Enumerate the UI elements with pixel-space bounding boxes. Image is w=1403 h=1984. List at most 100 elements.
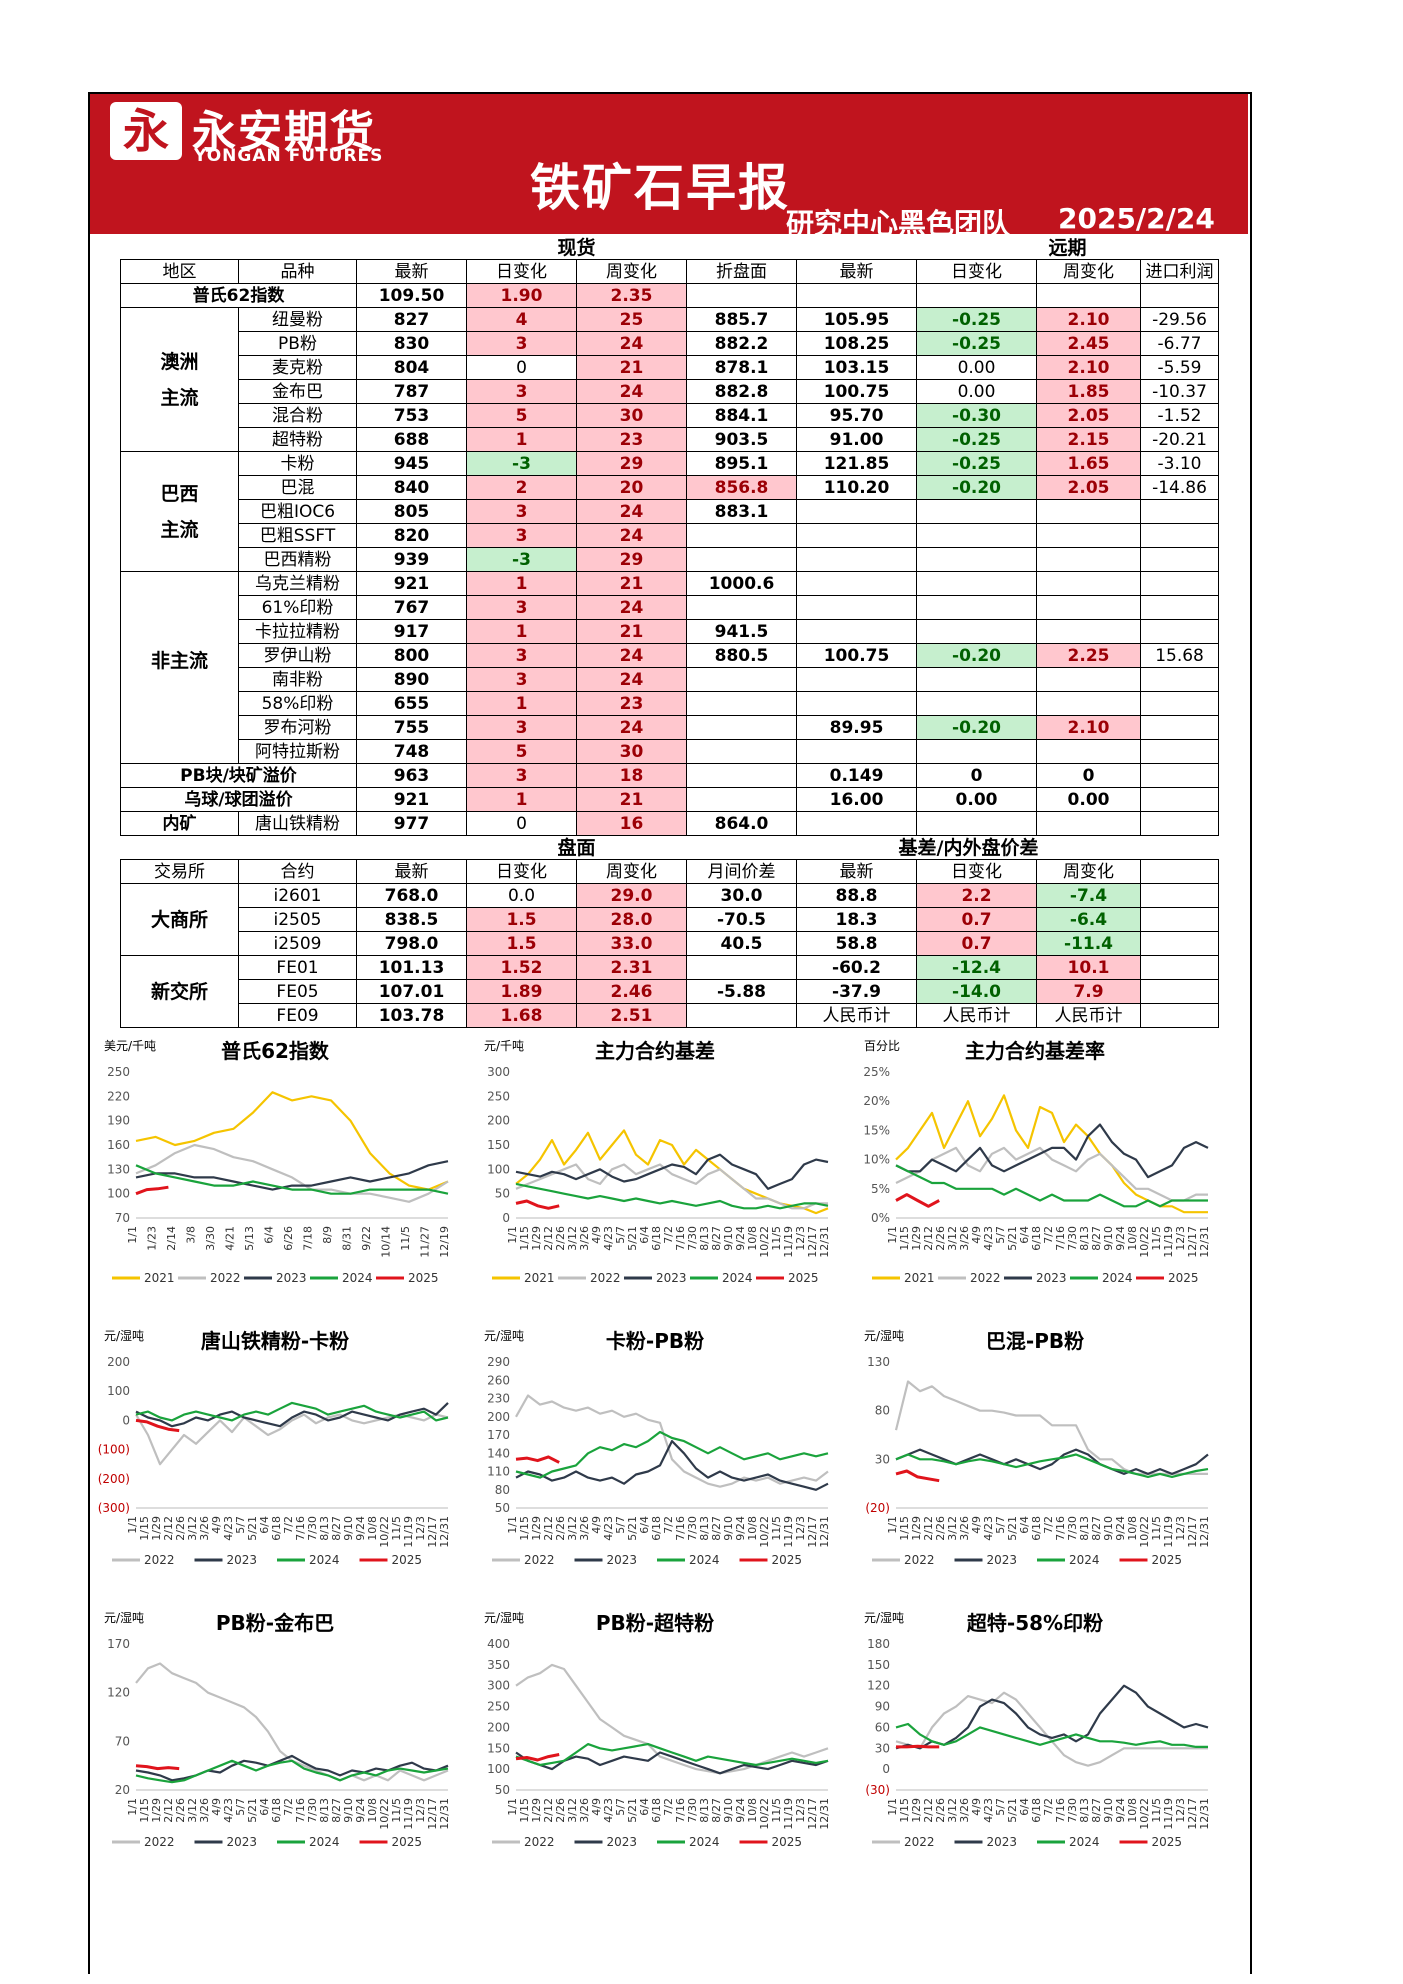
premium-forward: 0.149 — [796, 763, 918, 788]
region-sub: 主流 — [160, 518, 199, 541]
cell — [916, 283, 1038, 308]
region-label: 非主流 — [120, 571, 239, 764]
x-tick-label: 3/12 — [566, 1798, 579, 1823]
contract-code: i2505 — [238, 907, 357, 932]
cell — [1140, 787, 1220, 812]
x-tick-label: 8/27 — [330, 1798, 343, 1823]
series-line-2024 — [135, 1401, 449, 1422]
board-equivalent: 1000.6 — [685, 571, 798, 596]
x-tick-label: 12/31 — [438, 1516, 451, 1548]
legend-label: 2022 — [144, 1835, 175, 1849]
series-line-2025 — [135, 1764, 180, 1771]
legend-label: 2025 — [772, 1553, 803, 1567]
exchange-name: 新交所 — [120, 955, 239, 1028]
cell — [1140, 883, 1220, 908]
basis-week-change: 10.1 — [1036, 955, 1142, 980]
basis-day-change: -12.4 — [916, 955, 1038, 980]
x-tick-label: 2/12 — [542, 1516, 555, 1541]
y-tick-label: 290 — [487, 1355, 510, 1369]
cell — [1141, 836, 1219, 860]
cell — [685, 283, 798, 308]
cell — [1140, 1003, 1220, 1028]
x-tick-label: 10/8 — [1126, 1798, 1139, 1823]
series-line-2022 — [135, 1662, 449, 1782]
import-profit: 15.68 — [1140, 643, 1220, 668]
x-tick-label: 10/22 — [758, 1798, 771, 1830]
y-tick-label: 60 — [875, 1720, 890, 1734]
y-tick-label: 120 — [107, 1686, 130, 1700]
x-tick-label: 8/27 — [1090, 1226, 1103, 1251]
x-tick-label: 5/7 — [994, 1226, 1007, 1244]
region-name: 巴西 — [160, 482, 199, 505]
chart-title: 卡粉-PB粉 — [606, 1329, 704, 1353]
x-tick-label: 1/29 — [910, 1516, 923, 1541]
cell — [1140, 859, 1220, 884]
region-name: 非主流 — [150, 649, 208, 672]
series-line-2023 — [515, 1751, 829, 1775]
x-tick-label: 4/9 — [210, 1516, 223, 1534]
board-equivalent — [685, 739, 798, 764]
y-tick-label: 140 — [487, 1446, 510, 1460]
chart-unit: 百分比 — [864, 1039, 900, 1053]
spot-week-change: 23 — [576, 691, 687, 716]
x-tick-label: 1/1 — [506, 1516, 519, 1534]
x-tick-label: 10/8 — [366, 1516, 379, 1541]
x-tick-label: 4/23 — [222, 1516, 235, 1541]
x-tick-label: 11/5 — [770, 1226, 783, 1251]
spot-day-change: -3 — [466, 547, 577, 572]
spot-latest: 753 — [356, 403, 467, 428]
x-tick-label: 1/15 — [138, 1516, 151, 1541]
board-equivalent: 864.0 — [685, 811, 798, 836]
y-tick-label: 5% — [871, 1182, 890, 1196]
legend-label: 2024 — [1069, 1553, 1100, 1567]
forward-week-change: 2.25 — [1036, 643, 1142, 668]
x-tick-label: 7/30 — [686, 1226, 699, 1251]
product-name: 巴粗SSFT — [238, 523, 357, 548]
chart-4: 唐山铁精粉-卡粉 元/湿吨 200 100 0 (100) (200) (300) 1/1 1/1… — [90, 1310, 460, 1590]
x-tick-label: 6/4 — [638, 1798, 651, 1816]
forward-day-change — [916, 571, 1038, 596]
cell — [1140, 955, 1220, 980]
series-line-2025 — [135, 1185, 169, 1196]
x-tick-label: 1/1 — [126, 1516, 139, 1534]
futures-week-change: 2.46 — [576, 979, 687, 1004]
forward-week-change: 2.05 — [1036, 475, 1142, 500]
y-tick-label: 200 — [487, 1720, 510, 1734]
x-tick-label: 3/26 — [958, 1798, 971, 1823]
x-tick-label: 10/8 — [746, 1516, 759, 1541]
x-tick-label: 11/19 — [782, 1798, 795, 1830]
premium-forward-week: 0 — [1036, 763, 1142, 788]
spot-week-change: 24 — [576, 499, 687, 524]
spot-week-change: 21 — [576, 355, 687, 380]
board-equivalent: 941.5 — [685, 619, 798, 644]
forward-day-change: -0.25 — [916, 427, 1038, 452]
x-tick-label: 4/9 — [970, 1798, 983, 1816]
x-tick-label: 8/27 — [710, 1516, 723, 1541]
x-tick-label: 1/15 — [138, 1798, 151, 1823]
y-tick-label: 80 — [875, 1404, 890, 1418]
logo-name-cn: 永安期货 — [192, 107, 376, 158]
x-tick-label: 11/5 — [390, 1516, 403, 1541]
y-tick-label: 100 — [487, 1162, 510, 1176]
board-equivalent — [685, 691, 798, 716]
basis-week-change: 人民币计 — [1036, 1003, 1142, 1028]
y-tick-label: 260 — [487, 1373, 510, 1387]
x-tick-label: 1/29 — [910, 1226, 923, 1251]
spot-week-change: 24 — [576, 523, 687, 548]
x-tick-label: 7/30 — [1066, 1516, 1079, 1541]
spot-week-change: 30 — [576, 403, 687, 428]
x-tick-label: 7/2 — [662, 1226, 675, 1244]
series-line-2024 — [895, 1164, 1208, 1208]
x-tick-label: 6/4 — [638, 1516, 651, 1534]
column-header: 周变化 — [1036, 259, 1142, 284]
y-tick-label: 230 — [487, 1392, 510, 1406]
x-tick-label: 8/13 — [698, 1226, 711, 1251]
y-tick-label: 25% — [863, 1065, 890, 1079]
spot-week-change: 16 — [576, 811, 687, 836]
x-tick-label: 3/26 — [198, 1798, 211, 1823]
x-tick-label: 1/29 — [530, 1798, 543, 1823]
futures-day-change: 1.5 — [466, 907, 577, 932]
x-tick-label: 3/12 — [566, 1226, 579, 1251]
series-line-2025 — [135, 1418, 180, 1433]
chart-title: 主力合约基差 — [595, 1039, 715, 1063]
